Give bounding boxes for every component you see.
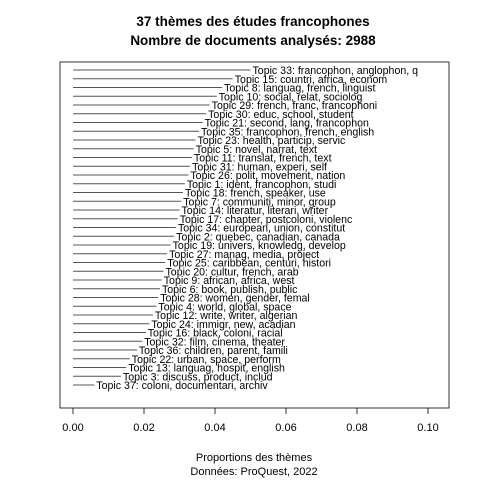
plot-frame [59,61,450,409]
bar-label: Topic 12: write, writer, algerian [155,310,298,322]
bar-label: Topic 27: manag, media, project [169,249,319,261]
bar-label: Topic 14: literatur, literari, writer [182,205,329,217]
bar-label: Topic 25: caribbean, centuri, histori [167,258,331,270]
chart-subtitle: Nombre de documents analysés: 2988 [130,33,376,48]
x-tick-label: 0.02 [133,422,154,434]
bar-label: Topic 7: communiti, minor, group [183,196,336,208]
bar-label: Topic 26: polit, movement, nation [190,170,345,182]
bar-label: Topic 15: countri, africa, econom [235,74,388,86]
x-tick-label: 0.10 [417,422,438,434]
bar-label: Topic 24: immigr, new, acadian [151,319,295,331]
bar-label: Topic 3: discuss, product, includ [123,371,273,383]
x-axis-label: Proportions des thèmes [196,452,313,464]
bar-label: Topic 13: languag, hospit, english [128,363,285,375]
bar-label: Topic 28: women, gender, femal [160,293,310,305]
bar-label: Topic 4: world, global, space [158,301,291,313]
bar-label: Topic 6: book, publish, public [162,284,298,296]
x-tick-label: 0.08 [346,422,367,434]
bar-group: Topic 33: francophon, anglophon, qTopic … [73,65,418,392]
bar-label: Topic 34: european, union, constitut [178,223,345,235]
bar-label: Topic 37: coloni, documentari, archiv [96,380,268,392]
x-tick-label: 0.00 [62,422,83,434]
bar-label: Topic 31: human, experi, self [192,161,327,173]
bar-label: Topic 21: second, lang, francophon [205,118,369,130]
bar-label: Topic 11: translat, french, text [194,153,332,165]
bar-label: Topic 22: urban, space, perform [132,354,281,366]
bar-label: Topic 29: french, franc, francophoni [212,100,377,112]
bar-label: Topic 20: cultur, french, arab [166,266,299,278]
data-source-caption: Données: ProQuest, 2022 [190,466,317,478]
bar-label: Topic 19: univers, knowledg, develop [173,240,346,252]
x-tick-label: 0.04 [204,422,225,434]
bar-label: Topic 35: francophon, french, english [201,126,374,138]
bar-label: Topic 18: french, speaker, use [185,188,326,200]
x-axis: 0.00 0.02 0.04 0.06 0.08 0.10 [62,408,439,434]
bar-label: Topic 9: african, africa, west [164,275,295,287]
bar-label: Topic 36: children, parent, famili [139,345,288,357]
bar-label: Topic 10: social, relat, sociolog [219,91,363,103]
bar-label: Topic 2: quebec, canadian, canada [176,231,340,243]
bar-label: Topic 23: health, particip, servic [197,135,345,147]
bar-label: Topic 32: film, cinema, theater [144,336,285,348]
bar-label: Topic 33: francophon, anglophon, q [253,65,419,77]
chart-title: 37 thèmes des études francophones [136,14,369,29]
bar-label: Topic 1: ident, francophon, studi [187,179,337,191]
bar-label: Topic 30: educ, school, student [208,109,354,121]
bar-label: Topic 8: languag, french, linguist [224,83,375,95]
bar-label: Topic 5: novel, narrat, text [196,144,317,156]
bar-label: Topic 17: chapter, postcoloni, violenc [180,214,353,226]
x-tick-label: 0.06 [275,422,296,434]
bar-label: Topic 16: black, coloni, racial [148,328,283,340]
